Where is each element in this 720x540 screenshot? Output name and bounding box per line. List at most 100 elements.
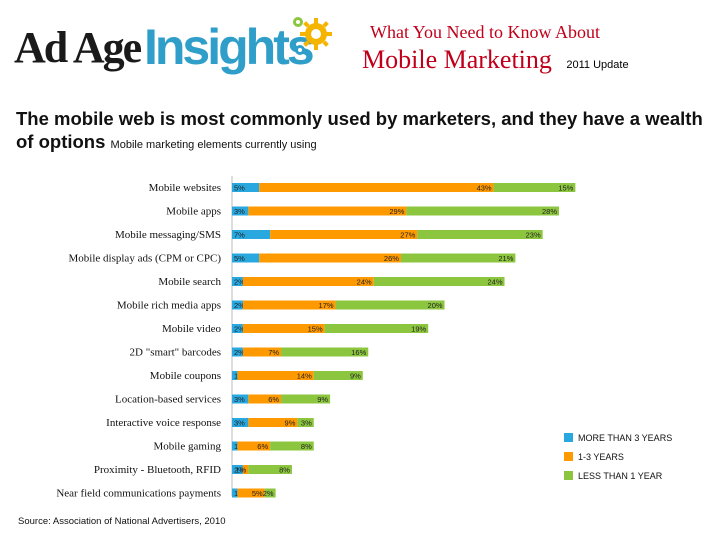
bar-data-label: 19% [411,325,426,334]
legend-label: 1-3 YEARS [578,452,624,462]
bar-data-label: 29% [389,207,404,216]
report-title-block: What You Need to Know About Mobile Marke… [362,22,712,75]
logo-insights: Insights [144,19,315,75]
bar-segment [232,488,238,498]
bar-data-label: 5% [234,184,245,193]
bar-data-label: 28% [542,207,557,216]
category-label: Mobile coupons [150,370,221,382]
bar-segment [242,324,325,333]
bar-data-label: 3% [234,395,245,404]
legend-label: LESS THAN 1 YEAR [578,471,663,481]
bar-segment [259,253,401,263]
bar-segment [242,347,282,357]
bar-data-label: 17% [319,301,334,310]
bar-segment [248,465,292,474]
bar-segment [406,206,559,216]
bar-data-label: 15% [558,184,573,193]
bar-data-label: 9% [317,395,328,404]
bar-data-label: 24% [357,278,372,287]
bar-segment [400,253,516,263]
legend-swatch [564,471,573,480]
bar-segment [232,206,249,216]
category-label: Mobile apps [166,206,221,218]
category-label: Location-based services [115,394,221,406]
category-label: Mobile messaging/SMS [115,229,221,241]
bar-segment [324,324,429,333]
bar-data-label: 8% [301,442,312,451]
category-label: 2D "smart" barcodes [130,347,221,359]
bar-segment [281,394,331,404]
bar-data-label: 1% [236,466,247,475]
bar-segment [313,371,363,380]
bar-segment [237,371,314,380]
bar-data-label: 7% [268,348,279,357]
bar-segment [281,347,369,357]
bar-segment [297,418,314,427]
logo-ad-age: Ad Age [14,23,142,72]
category-label: Mobile rich media apps [117,300,221,312]
bar-segment [232,253,260,263]
bar-data-label: 7% [234,231,245,240]
bar-data-label: 24% [487,278,502,287]
bar-segment [232,465,243,474]
ad-age-insights-logo: Ad Age Insights [14,14,344,84]
bar-data-label: 20% [428,301,443,310]
report-title: Mobile Marketing [362,45,552,74]
bar-data-label: 8% [279,466,290,475]
bar-segment [232,324,243,333]
bar-data-label: 2% [234,278,245,287]
bar-data-label: 6% [257,442,268,451]
bar-data-label: 3% [301,419,312,428]
bar-segment [237,441,271,451]
report-edition: 2011 Update [566,59,629,71]
bar-segment [237,488,265,498]
bar-segment [373,277,505,286]
bar-data-label: 5% [252,489,263,498]
bar-data-label: 14% [297,372,312,381]
bar-segment [248,394,282,404]
headline: The mobile web is most commonly used by … [16,107,706,157]
headline-main: The mobile web is most commonly used by … [16,108,703,152]
bar-segment [417,230,543,239]
bar-data-label: 9% [350,372,361,381]
bar-data-label: 21% [498,254,513,263]
bar-data-label: 27% [400,231,415,240]
bar-data-label: 2% [234,325,245,334]
bar-segment [242,300,336,310]
bar-segment [270,441,314,451]
bar-segment [232,230,271,239]
bar-segment [264,488,276,498]
bar-segment [232,300,243,310]
gears-icon [293,17,332,55]
legend-swatch [564,433,573,442]
category-label: Mobile search [158,276,221,288]
bar-segment [232,394,249,404]
category-label: Mobile display ads (CPM or CPC) [69,253,222,265]
bar-data-label: 16% [351,348,366,357]
bar-segment [248,206,407,216]
bar-data-label: 9% [285,419,296,428]
bar-data-label: 2% [234,348,245,357]
report-kicker: What You Need to Know About [370,22,600,42]
bar-data-label: 3% [234,419,245,428]
bar-data-label: 6% [268,395,279,404]
bar-data-label: 2% [234,466,245,475]
legend-label: MORE THAN 3 YEARS [578,433,672,443]
bar-segment [248,418,298,427]
headline-subtitle: Mobile marketing elements currently usin… [110,139,317,151]
bar-data-label: 2% [263,489,274,498]
bar-segment [493,183,576,192]
bar-segment [232,418,249,427]
bar-data-label: 15% [308,325,323,334]
legend-swatch [564,452,573,461]
bar-segment [232,183,260,192]
bar-segment [242,277,374,286]
category-label: Proximity - Bluetooth, RFID [94,464,221,476]
bar-segment [242,465,249,474]
bar-segment [259,183,494,192]
bar-segment [270,230,418,239]
bar-data-label: 5% [234,254,245,263]
category-label: Mobile gaming [153,441,221,453]
bar-segment [232,347,243,357]
